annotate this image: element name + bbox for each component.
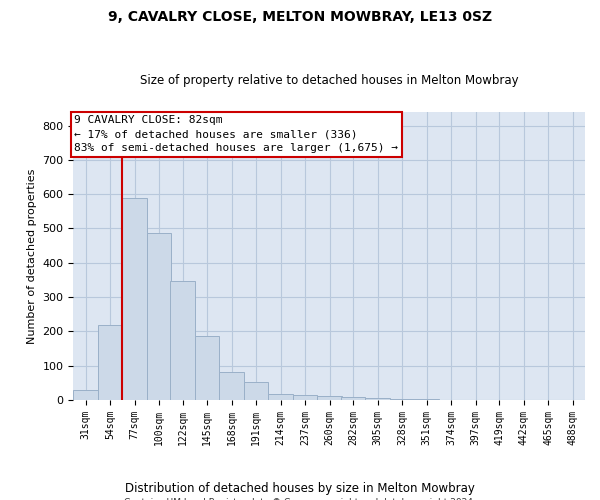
- Bar: [195, 336, 220, 400]
- Bar: [244, 382, 268, 400]
- Bar: [147, 233, 172, 400]
- Text: 9, CAVALRY CLOSE, MELTON MOWBRAY, LE13 0SZ: 9, CAVALRY CLOSE, MELTON MOWBRAY, LE13 0…: [108, 10, 492, 24]
- Bar: [73, 390, 98, 400]
- Bar: [365, 398, 390, 400]
- Bar: [170, 280, 195, 400]
- Bar: [122, 198, 147, 400]
- Text: 9 CAVALRY CLOSE: 82sqm
← 17% of detached houses are smaller (336)
83% of semi-de: 9 CAVALRY CLOSE: 82sqm ← 17% of detached…: [74, 115, 398, 153]
- Bar: [220, 372, 244, 400]
- Bar: [390, 399, 415, 400]
- Text: Contains HM Land Registry data © Crown copyright and database right 2024.
Contai: Contains HM Land Registry data © Crown c…: [103, 498, 497, 500]
- Bar: [293, 395, 317, 400]
- Title: Size of property relative to detached houses in Melton Mowbray: Size of property relative to detached ho…: [140, 74, 518, 87]
- Bar: [317, 396, 342, 400]
- Bar: [341, 398, 365, 400]
- Bar: [98, 325, 122, 400]
- Text: Distribution of detached houses by size in Melton Mowbray: Distribution of detached houses by size …: [125, 482, 475, 495]
- Y-axis label: Number of detached properties: Number of detached properties: [27, 168, 37, 344]
- Bar: [268, 394, 293, 400]
